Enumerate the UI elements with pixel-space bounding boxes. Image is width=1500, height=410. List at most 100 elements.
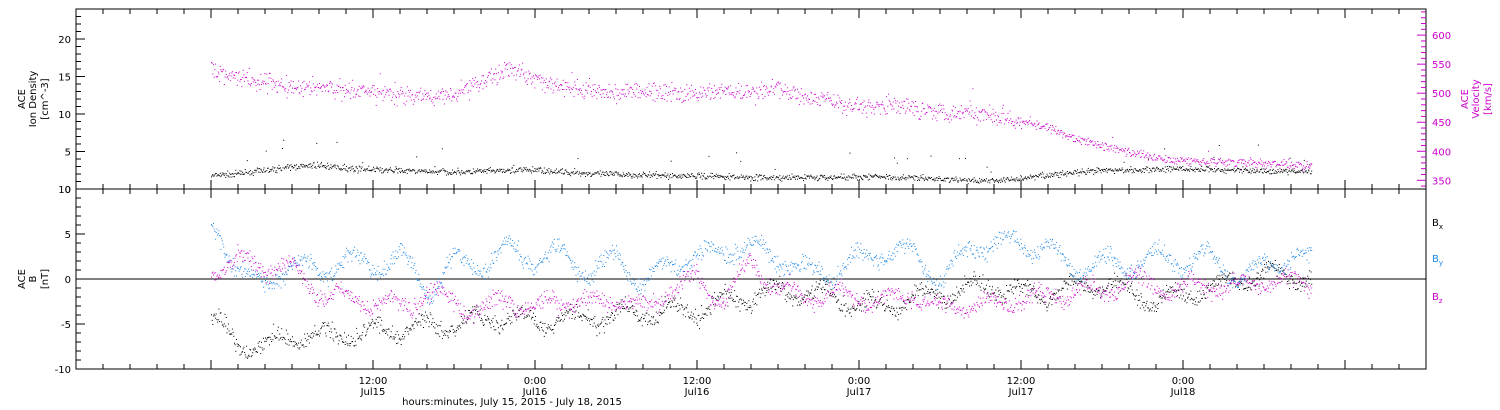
velocity-point (612, 91, 613, 93)
bx-point (1039, 302, 1041, 304)
density-point (685, 175, 687, 177)
density-point (213, 175, 215, 177)
density-point (1017, 178, 1019, 180)
velocity-point (671, 82, 673, 83)
bx-point (984, 289, 986, 291)
bx-point (337, 335, 339, 337)
velocity-point (713, 98, 715, 99)
density-point (636, 175, 638, 177)
bx-point (499, 333, 501, 335)
bx-point (913, 294, 914, 296)
density-point (426, 171, 428, 173)
density-point (1146, 169, 1148, 171)
bx-point (765, 291, 767, 293)
density-point (765, 177, 767, 179)
density-point (1226, 169, 1228, 171)
bx-point (857, 302, 859, 304)
density-point (1000, 181, 1002, 183)
velocity-point (358, 95, 360, 97)
bx-point (1167, 291, 1169, 293)
velocity-point (489, 71, 491, 73)
bx-point (447, 337, 449, 339)
density-point (331, 166, 333, 168)
bx-point (576, 306, 578, 308)
density-point (900, 177, 902, 178)
density-point (369, 170, 371, 172)
velocity-point (258, 79, 260, 81)
velocity-point (429, 97, 431, 99)
bx-point (490, 327, 492, 329)
bx-point (1034, 296, 1036, 297)
bx-point (1180, 294, 1182, 296)
density-point (451, 174, 453, 175)
velocity-point (736, 91, 738, 92)
velocity-point (956, 113, 958, 115)
velocity-point (702, 95, 704, 97)
velocity-point (576, 88, 578, 90)
density-point (1237, 167, 1238, 169)
bx-point (1164, 297, 1166, 299)
density-point (1191, 168, 1193, 170)
density-point (680, 177, 682, 179)
bx-point (259, 346, 261, 348)
bx-point (1007, 290, 1009, 292)
velocity-point (843, 110, 845, 111)
density-point (1078, 175, 1080, 177)
density-point (545, 172, 547, 174)
density-point (1157, 168, 1159, 170)
density-point (915, 176, 917, 178)
velocity-point (743, 95, 745, 96)
velocity-point (307, 86, 309, 88)
velocity-point (941, 108, 943, 110)
bx-point (253, 349, 255, 351)
velocity-point (748, 91, 750, 93)
velocity-point (709, 83, 711, 85)
density-point (1257, 170, 1259, 172)
velocity-point (1084, 138, 1086, 140)
velocity-point (645, 96, 647, 98)
bx-point (706, 314, 708, 316)
density-point (816, 175, 818, 177)
bx-point (1099, 286, 1101, 288)
velocity-point (629, 87, 631, 89)
density-point (643, 171, 644, 173)
density-point (1268, 171, 1269, 173)
density-point (886, 174, 887, 176)
bx-point (423, 327, 424, 328)
density-point (979, 180, 981, 182)
bx-point (641, 316, 642, 318)
density-point (418, 169, 420, 171)
velocity-point (1022, 122, 1024, 123)
bx-point (1129, 285, 1131, 287)
density-point (348, 167, 349, 169)
density-point (811, 176, 813, 178)
density-point (658, 175, 660, 177)
bx-point (339, 335, 341, 337)
velocity-point (1086, 138, 1088, 140)
density-point (622, 172, 624, 174)
bx-point (688, 316, 690, 318)
density-point (583, 173, 585, 175)
bx-point (533, 323, 535, 325)
velocity-point (900, 106, 902, 108)
velocity-point (1031, 123, 1033, 125)
density-point (1271, 173, 1273, 174)
velocity-point (1028, 121, 1030, 123)
bx-point (1070, 284, 1072, 286)
bx-point (273, 335, 275, 337)
density-point (268, 172, 270, 173)
velocity-point (246, 72, 248, 74)
bx-point (1001, 295, 1003, 297)
bx-point (1087, 285, 1089, 287)
velocity-point (827, 91, 829, 93)
bx-point (744, 305, 746, 307)
velocity-point (885, 113, 887, 115)
velocity-point (861, 112, 863, 114)
bx-point (767, 287, 769, 289)
density-point (923, 178, 925, 180)
velocity-point (1052, 126, 1054, 128)
velocity-point (1244, 163, 1246, 165)
bx-point (294, 341, 296, 343)
velocity-point (304, 88, 306, 90)
velocity-point (436, 97, 438, 99)
